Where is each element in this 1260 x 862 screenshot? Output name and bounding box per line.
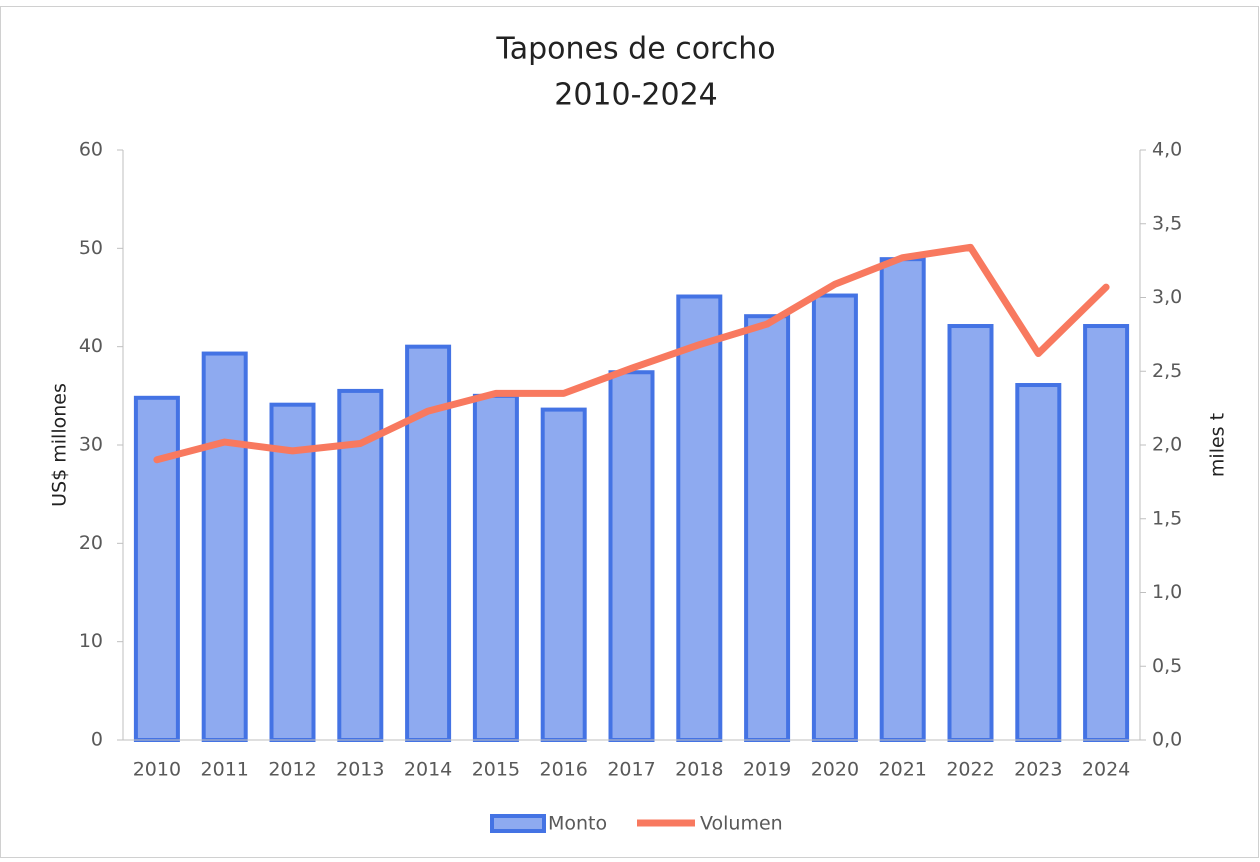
- bar: [676, 294, 723, 742]
- line: [153, 243, 1110, 464]
- bar: [1083, 324, 1130, 742]
- bar: [1015, 383, 1062, 742]
- y2-tick-label: 4,0: [1152, 139, 1182, 161]
- bar: [472, 393, 519, 742]
- x-tick-label: 2014: [404, 759, 452, 781]
- chart-title: Tapones de corcho: [495, 32, 775, 67]
- x-tick-label: 2017: [607, 759, 655, 781]
- bar: [744, 314, 791, 742]
- y-axis-label: US$ millones: [49, 383, 71, 507]
- x-tick-label: 2011: [201, 759, 249, 781]
- y2-tick-label: 2,0: [1152, 434, 1182, 456]
- bar: [269, 402, 316, 742]
- x-tick-label: 2013: [336, 759, 384, 781]
- bar: [405, 344, 452, 742]
- y-tick-label: 40: [79, 335, 103, 357]
- y2-tick-label: 3,5: [1152, 212, 1182, 234]
- y-tick-label: 0: [91, 729, 103, 751]
- x-tick-label: 2021: [879, 759, 927, 781]
- y-tick-label: 50: [79, 237, 103, 259]
- x-tick-label: 2019: [743, 759, 791, 781]
- x-tick-label: 2015: [472, 759, 520, 781]
- bar: [879, 257, 926, 742]
- y2-tick-label: 3,0: [1152, 286, 1182, 308]
- bar: [337, 388, 384, 742]
- y2-tick-label: 2,5: [1152, 360, 1182, 382]
- x-tick-label: 2022: [946, 759, 994, 781]
- y-tick-label: 20: [79, 532, 103, 554]
- y2-tick-label: 0,5: [1152, 655, 1182, 677]
- chart-title: 2010-2024: [554, 78, 718, 113]
- legend-label: Monto: [548, 813, 607, 835]
- x-tick-label: 2024: [1082, 759, 1130, 781]
- legend-label: Volumen: [700, 813, 783, 835]
- bar: [811, 293, 858, 742]
- x-tick-label: 2012: [268, 759, 316, 781]
- bar: [133, 395, 180, 742]
- x-tick-label: 2020: [811, 759, 859, 781]
- bar: [608, 370, 655, 742]
- x-tick-label: 2018: [675, 759, 723, 781]
- x-tick-label: 2016: [540, 759, 588, 781]
- y2-tick-label: 1,5: [1152, 507, 1182, 529]
- bar: [947, 324, 994, 742]
- x-tick-label: 2023: [1014, 759, 1062, 781]
- y2-axis-label: miles t: [1207, 413, 1229, 477]
- legend-swatch: [490, 814, 546, 833]
- x-tick-label: 2010: [133, 759, 181, 781]
- y2-tick-label: 0,0: [1152, 729, 1182, 751]
- y-tick-label: 60: [79, 139, 103, 161]
- y2-tick-label: 1,0: [1152, 581, 1182, 603]
- bar: [540, 407, 587, 742]
- y-tick-label: 30: [79, 434, 103, 456]
- bar: [201, 351, 248, 742]
- y-tick-label: 10: [79, 630, 103, 652]
